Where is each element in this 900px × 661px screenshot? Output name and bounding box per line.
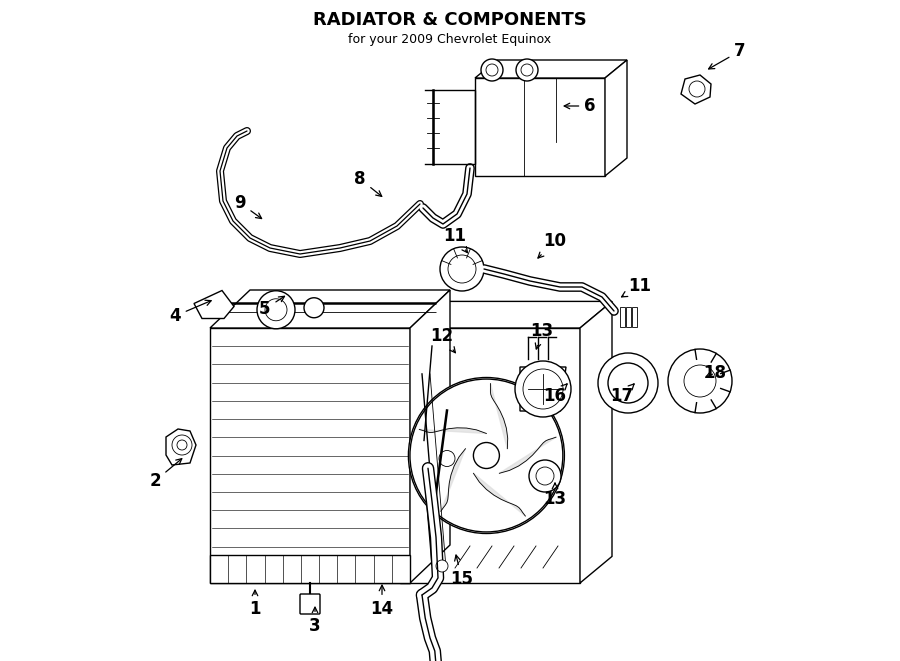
Text: RADIATOR & COMPONENTS: RADIATOR & COMPONENTS	[313, 11, 587, 29]
Text: 11: 11	[622, 277, 652, 297]
Circle shape	[473, 442, 500, 469]
Circle shape	[536, 467, 554, 485]
Text: 7: 7	[708, 42, 746, 69]
Text: 4: 4	[169, 300, 211, 325]
Circle shape	[304, 297, 324, 318]
Circle shape	[608, 363, 648, 403]
Text: 3: 3	[310, 607, 320, 635]
Polygon shape	[210, 290, 450, 328]
Polygon shape	[632, 307, 637, 327]
Polygon shape	[580, 301, 612, 583]
Polygon shape	[419, 428, 486, 434]
Text: 13: 13	[544, 483, 567, 508]
Circle shape	[436, 560, 448, 572]
Polygon shape	[520, 367, 566, 411]
Polygon shape	[441, 449, 465, 511]
Circle shape	[516, 59, 538, 81]
Circle shape	[172, 435, 192, 455]
FancyBboxPatch shape	[300, 594, 320, 614]
Text: 2: 2	[149, 459, 182, 490]
Text: 13: 13	[530, 322, 554, 349]
Polygon shape	[210, 555, 410, 583]
Circle shape	[257, 291, 295, 329]
Circle shape	[523, 369, 563, 409]
Polygon shape	[626, 307, 631, 327]
Polygon shape	[400, 301, 612, 328]
Circle shape	[440, 247, 484, 291]
Text: 6: 6	[564, 97, 596, 115]
Text: 5: 5	[259, 296, 284, 318]
Circle shape	[481, 59, 503, 81]
Circle shape	[177, 440, 187, 450]
Polygon shape	[210, 328, 410, 583]
Text: 1: 1	[249, 590, 261, 618]
Text: 14: 14	[371, 585, 393, 618]
Text: 11: 11	[444, 227, 467, 253]
Text: 12: 12	[430, 327, 455, 353]
Polygon shape	[500, 437, 556, 473]
Text: 16: 16	[544, 384, 567, 405]
Circle shape	[409, 377, 564, 533]
Text: 17: 17	[610, 384, 634, 405]
Polygon shape	[620, 307, 625, 327]
Text: 15: 15	[451, 555, 473, 588]
Text: 8: 8	[355, 170, 382, 196]
Text: 9: 9	[234, 194, 262, 219]
Circle shape	[684, 365, 716, 397]
Polygon shape	[473, 473, 526, 516]
Circle shape	[689, 81, 705, 97]
Polygon shape	[605, 60, 627, 176]
Text: 18: 18	[704, 364, 726, 382]
Polygon shape	[491, 383, 508, 449]
Polygon shape	[410, 290, 450, 583]
Polygon shape	[681, 75, 711, 104]
Circle shape	[668, 349, 732, 413]
Polygon shape	[194, 290, 234, 319]
Circle shape	[598, 353, 658, 413]
Text: 10: 10	[538, 232, 566, 258]
Polygon shape	[166, 429, 196, 465]
Polygon shape	[400, 328, 580, 583]
Text: for your 2009 Chevrolet Equinox: for your 2009 Chevrolet Equinox	[348, 33, 552, 46]
Circle shape	[515, 361, 571, 417]
Circle shape	[529, 460, 561, 492]
Polygon shape	[475, 78, 605, 176]
Polygon shape	[475, 60, 627, 78]
